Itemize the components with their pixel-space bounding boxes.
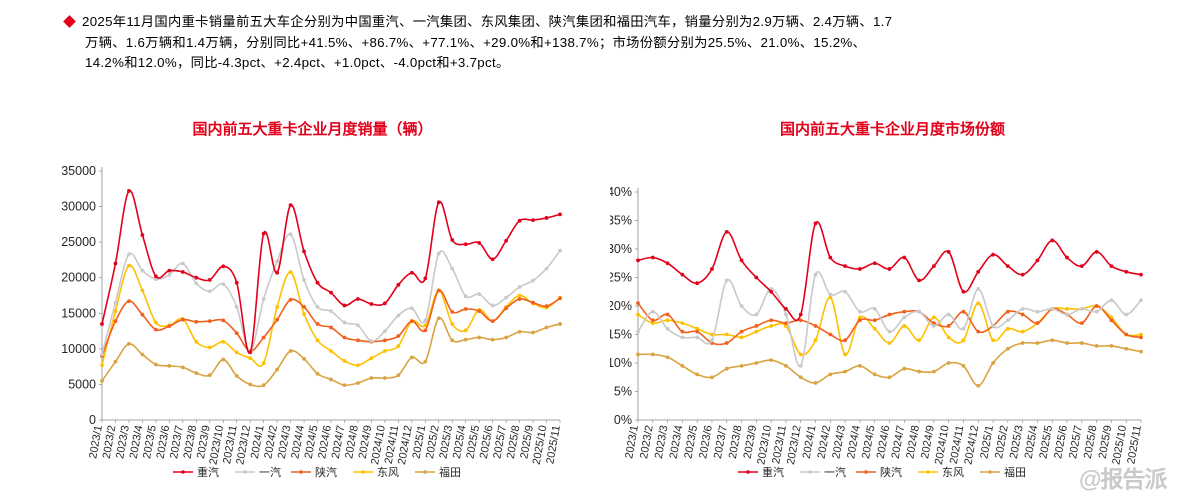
svg-text:40%: 40% [610,185,632,199]
svg-text:福田: 福田 [1004,465,1026,479]
svg-text:东风: 东风 [942,466,964,479]
svg-text:5%: 5% [614,385,632,399]
svg-text:30000: 30000 [61,200,96,214]
svg-text:20000: 20000 [61,271,96,285]
svg-text:一汽: 一汽 [824,465,846,479]
svg-text:一汽: 一汽 [259,465,281,479]
svg-text:东风: 东风 [377,466,399,479]
svg-text:福田: 福田 [439,465,461,479]
svg-text:25%: 25% [610,271,632,285]
svg-text:15000: 15000 [61,306,96,320]
svg-text:30%: 30% [610,242,632,256]
svg-text:陕汽: 陕汽 [880,465,902,479]
svg-text:10%: 10% [610,356,632,370]
svg-text:陕汽: 陕汽 [315,465,337,479]
svg-text:重汽: 重汽 [762,465,784,479]
svg-text:重汽: 重汽 [197,465,219,479]
svg-text:10000: 10000 [61,342,96,356]
svg-text:35000: 35000 [61,164,96,178]
svg-text:35%: 35% [610,214,632,228]
svg-text:15%: 15% [610,328,632,342]
svg-text:25000: 25000 [61,235,96,249]
svg-text:5000: 5000 [68,377,96,391]
svg-text:20%: 20% [610,299,632,313]
